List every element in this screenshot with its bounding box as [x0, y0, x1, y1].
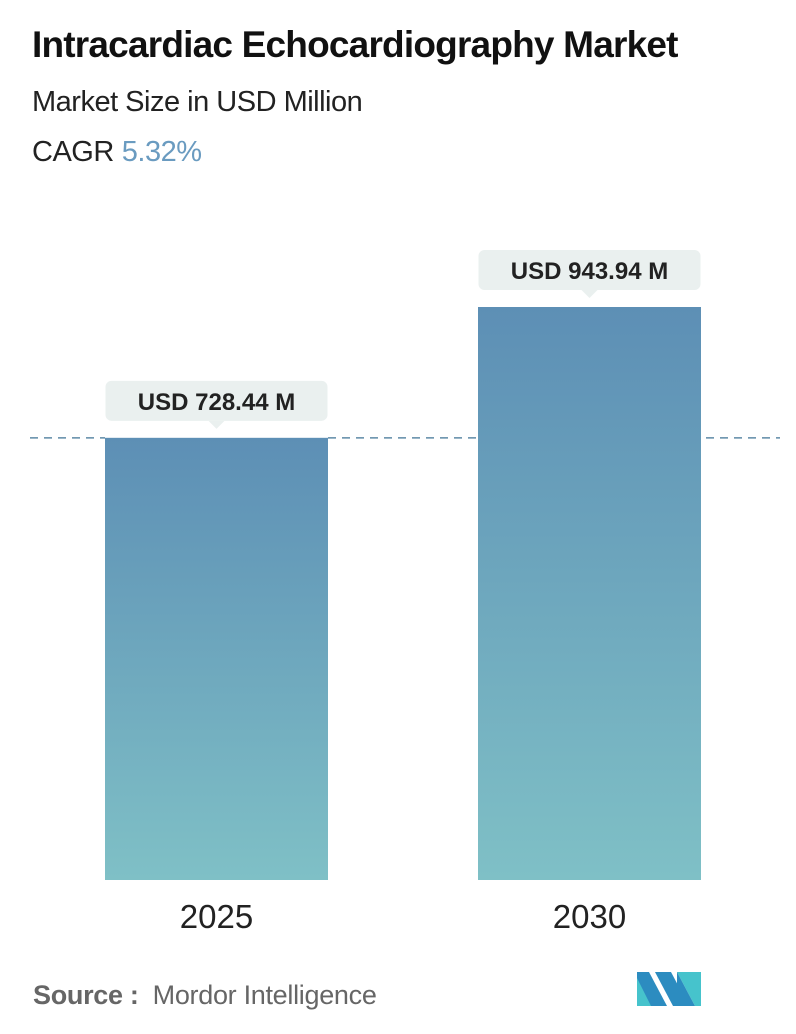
cagr-value: 5.32%	[121, 136, 202, 168]
cagr-label: CAGR	[32, 136, 114, 168]
chart-subtitle: Market Size in USD Million	[32, 86, 363, 118]
data-label: USD 728.44 M	[138, 389, 295, 416]
x-tick-label: 2030	[553, 898, 626, 935]
chart-title: Intracardiac Echocardiography Market	[32, 24, 678, 65]
cagr: CAGR 5.32%	[32, 136, 202, 169]
x-tick-label: 2025	[180, 898, 253, 935]
mordor-intelligence-logo	[637, 972, 701, 1006]
source-label: Source :	[33, 980, 139, 1010]
data-label-pointer	[581, 290, 598, 298]
data-label-box	[105, 380, 328, 421]
bar-2030	[478, 307, 701, 880]
source: Source : Mordor Intelligence	[33, 980, 377, 1011]
data-label-pointer	[208, 420, 225, 429]
source-value: Mordor Intelligence	[152, 980, 377, 1010]
data-label: USD 943.94 M	[511, 258, 668, 285]
data-label-box	[478, 250, 701, 290]
bar-2025	[105, 437, 328, 880]
